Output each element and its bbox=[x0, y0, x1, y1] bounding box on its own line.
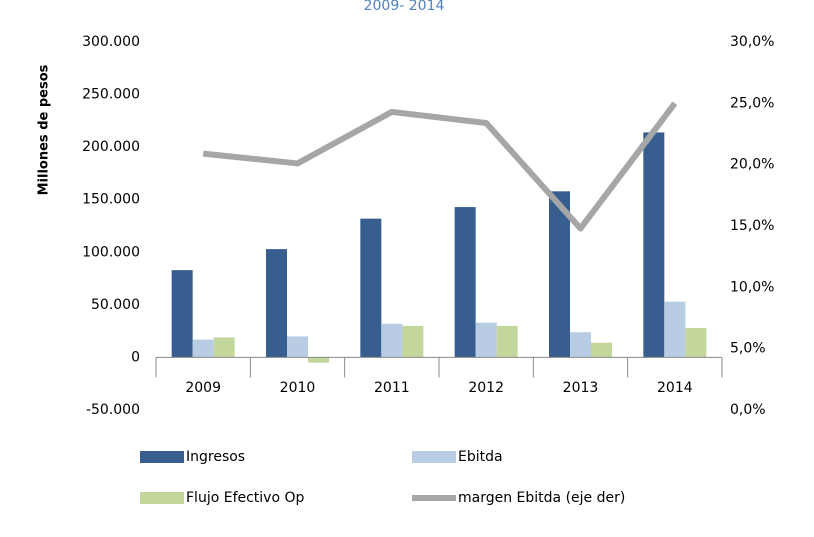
legend-swatch bbox=[140, 492, 184, 504]
x-tick-label: 2010 bbox=[280, 380, 316, 396]
y2-tick-label: 20,0% bbox=[730, 157, 774, 173]
legend-label: Ingresos bbox=[186, 449, 245, 465]
y2-tick-label: 5,0% bbox=[730, 341, 766, 357]
legend-swatch bbox=[140, 451, 184, 463]
y-axis-label: Millones de pesos bbox=[37, 64, 52, 195]
bar bbox=[643, 132, 665, 358]
bar bbox=[381, 323, 403, 358]
x-tick-label: 2009 bbox=[185, 380, 221, 396]
y2-tick-label: 10,0% bbox=[730, 279, 774, 295]
y-tick-label: -50.000 bbox=[86, 402, 140, 418]
bar bbox=[192, 339, 214, 358]
y2-tick-label: 25,0% bbox=[730, 95, 774, 111]
x-tick-label: 2011 bbox=[374, 380, 410, 396]
line-series bbox=[202, 101, 678, 232]
bar bbox=[308, 357, 329, 363]
bar bbox=[685, 327, 707, 358]
bar bbox=[496, 325, 518, 358]
bar bbox=[475, 322, 497, 358]
y2-tick-label: 0,0% bbox=[730, 402, 766, 418]
y-tick-label: 200.000 bbox=[82, 139, 140, 155]
y-tick-label: 250.000 bbox=[82, 87, 140, 103]
x-tick-label: 2012 bbox=[468, 380, 504, 396]
bar bbox=[360, 218, 382, 358]
bar bbox=[266, 249, 287, 358]
y-tick-label: 100.000 bbox=[82, 244, 140, 260]
bar bbox=[213, 337, 235, 358]
bar bbox=[171, 270, 193, 358]
legend-label: Ebitda bbox=[458, 449, 503, 465]
bar bbox=[454, 207, 476, 358]
x-tick-label: 2014 bbox=[657, 380, 693, 396]
chart-title: 2009- 2014 bbox=[364, 0, 445, 14]
y2-tick-label: 15,0% bbox=[730, 218, 774, 234]
bar bbox=[287, 336, 308, 358]
y-tick-label: 150.000 bbox=[82, 192, 140, 208]
bar bbox=[570, 332, 591, 358]
bar bbox=[549, 191, 570, 358]
x-tick-label: 2013 bbox=[563, 380, 599, 396]
y-tick-label: 50.000 bbox=[91, 297, 140, 313]
y2-tick-label: 30,0% bbox=[730, 34, 774, 50]
bar bbox=[664, 301, 686, 358]
legend-label: margen Ebitda (eje der) bbox=[458, 490, 625, 506]
y-tick-label: 0 bbox=[131, 349, 140, 365]
y-tick-label: 300.000 bbox=[82, 34, 140, 50]
bar bbox=[402, 325, 424, 358]
bar bbox=[591, 342, 612, 358]
legend-swatch bbox=[412, 451, 456, 463]
legend-label: Flujo Efectivo Op bbox=[186, 490, 305, 506]
